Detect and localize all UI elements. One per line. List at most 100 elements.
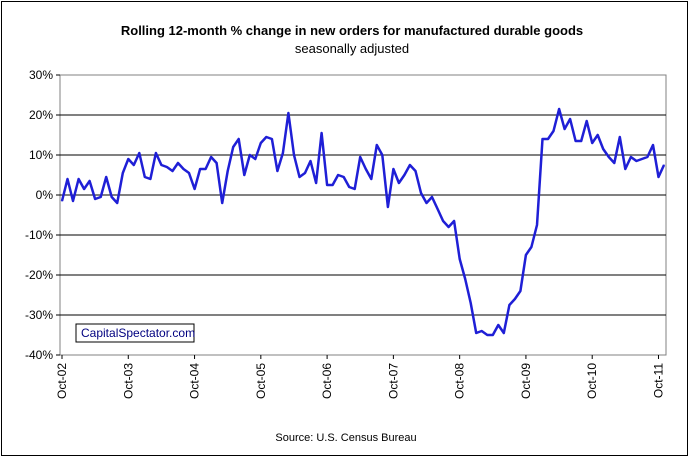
data-point: [630, 156, 632, 158]
data-point: [78, 178, 80, 180]
data-point: [332, 184, 334, 186]
data-point: [133, 164, 135, 166]
data-point: [276, 170, 278, 172]
data-point: [586, 120, 588, 122]
data-point: [116, 202, 118, 204]
data-point: [238, 138, 240, 140]
watermark-text: CapitalSpectator.com: [81, 326, 195, 340]
data-point: [398, 182, 400, 184]
watermark-badge: CapitalSpectator.com: [75, 323, 195, 343]
data-point: [177, 162, 179, 164]
x-tick-label: Oct-08: [453, 363, 467, 399]
data-point: [497, 324, 499, 326]
x-tick-label: Oct-10: [585, 363, 599, 399]
data-point: [232, 146, 234, 148]
y-tick-label: -30%: [25, 308, 53, 322]
data-point: [514, 298, 516, 300]
data-point: [442, 220, 444, 222]
data-point: [254, 158, 256, 160]
data-point: [359, 156, 361, 158]
data-point: [160, 164, 162, 166]
data-point: [464, 278, 466, 280]
data-point: [652, 144, 654, 146]
data-point: [199, 168, 201, 170]
data-point: [525, 254, 527, 256]
y-axis: 30% 20% 10% 0% -10% -20% -30% -40%: [25, 68, 60, 362]
data-point: [619, 136, 621, 138]
data-point: [481, 330, 483, 332]
data-point: [149, 178, 151, 180]
data-point: [508, 304, 510, 306]
data-point: [470, 302, 472, 304]
data-point: [309, 160, 312, 162]
data-point: [575, 140, 577, 142]
watermark-box: [75, 323, 195, 343]
data-point: [580, 140, 582, 142]
x-tick-label: Oct-05: [254, 363, 268, 399]
x-tick-label: Oct-09: [519, 363, 533, 399]
data-point: [635, 160, 638, 162]
data-point: [122, 172, 124, 174]
data-point: [608, 156, 610, 158]
data-point: [337, 174, 339, 176]
data-point: [365, 168, 367, 170]
x-tick-label: Oct-03: [121, 363, 135, 399]
data-point: [171, 170, 174, 172]
data-point: [541, 138, 544, 140]
data-point: [547, 138, 549, 140]
data-point: [641, 158, 643, 160]
data-point: [597, 134, 599, 136]
data-point: [111, 196, 113, 198]
data-point: [657, 176, 660, 178]
x-tick-label: Oct-04: [188, 363, 202, 399]
data-point: [138, 152, 140, 154]
data-point: [89, 180, 91, 182]
data-point: [646, 156, 649, 158]
data-point: [194, 188, 196, 190]
data-point: [304, 172, 306, 174]
data-point: [552, 130, 555, 132]
data-point: [519, 290, 522, 292]
data-point: [348, 186, 350, 188]
data-point: [602, 148, 604, 150]
y-tick-label: 20%: [29, 108, 53, 122]
chart-title: Rolling 12-month % change in new orders …: [121, 23, 583, 38]
series-layer: [60, 107, 666, 337]
data-point: [287, 112, 289, 114]
data-point: [216, 162, 218, 164]
data-point: [448, 226, 450, 228]
data-point: [243, 174, 245, 176]
data-point: [503, 332, 505, 334]
data-point: [613, 162, 615, 164]
data-point: [437, 208, 439, 210]
data-point: [61, 200, 63, 202]
data-point: [370, 178, 372, 180]
data-point: [392, 168, 394, 170]
data-point: [409, 164, 411, 166]
data-point: [155, 152, 157, 154]
data-point: [94, 198, 96, 200]
data-point: [624, 168, 626, 170]
data-point: [66, 178, 69, 180]
data-point: [453, 220, 455, 222]
data-point: [205, 168, 207, 170]
data-point: [425, 202, 428, 204]
data-point: [414, 170, 417, 172]
data-point: [591, 142, 593, 144]
data-point: [492, 334, 494, 336]
y-tick-label: -20%: [25, 268, 53, 282]
grid-lines: [60, 114, 666, 316]
data-point: [227, 170, 229, 172]
data-point: [381, 154, 383, 156]
x-tick-label: Oct-07: [386, 363, 400, 399]
data-point: [265, 136, 267, 138]
data-point: [210, 156, 212, 158]
data-point: [282, 152, 284, 154]
data-point: [166, 166, 168, 168]
data-point: [100, 196, 102, 198]
data-point: [431, 196, 433, 198]
plot-area: [59, 74, 667, 356]
data-point: [72, 200, 74, 202]
data-point: [188, 172, 190, 174]
